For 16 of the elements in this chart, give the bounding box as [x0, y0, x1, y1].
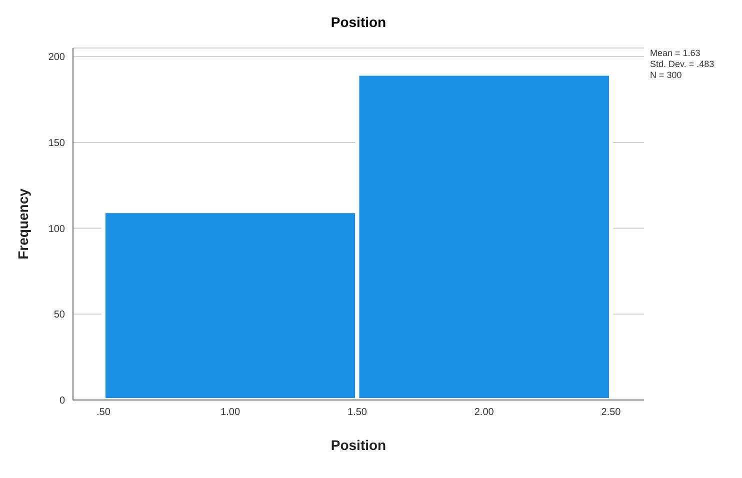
x-tick-label: 2.00: [474, 407, 494, 418]
text: Mean = 1.63: [650, 48, 702, 59]
x-tick-label: 2.50: [601, 407, 622, 418]
y-tick-label: 150: [48, 138, 66, 149]
x-tick-label: .50: [96, 407, 111, 418]
chart-title: Position: [330, 14, 388, 30]
y-tick-label: 50: [54, 310, 66, 321]
text: Std. Dev. = .483: [650, 59, 714, 70]
text: N = 300: [650, 70, 683, 81]
y-tick-label: 100: [48, 224, 66, 235]
y-tick-label: 200: [48, 52, 66, 64]
x-tick-label: 1.00: [220, 407, 241, 418]
x-tick-label: 1.50: [347, 407, 368, 418]
x-axis-title: Position: [330, 437, 386, 453]
y-tick-label: 0: [59, 396, 66, 407]
y-axis-title: Frequency: [14, 188, 31, 260]
